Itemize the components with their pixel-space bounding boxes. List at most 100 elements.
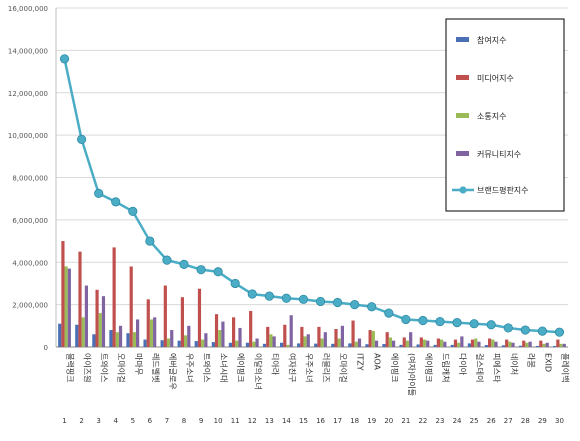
line-point [196,265,206,275]
bar [166,338,171,347]
x-tick-label: 오마이걸 [117,353,127,382]
line-point [247,289,257,299]
bar [98,313,102,347]
bar [528,341,532,347]
legend-label: 소통지수 [477,112,506,121]
bar [477,341,481,347]
bar [518,345,523,347]
bar [453,339,458,347]
line-point [77,134,87,144]
rank-label: 6 [148,417,153,425]
line-point [367,302,377,312]
bar [388,337,392,347]
rank-label: 20 [384,417,393,425]
line-point [128,206,138,216]
bar [331,343,335,347]
bar [132,332,136,347]
rank-label: 17 [333,417,342,425]
line-point [213,267,223,277]
line-point [469,319,479,329]
bar [385,332,389,347]
line-point [230,278,240,289]
bar [245,342,250,347]
bar [545,342,549,347]
bar [160,340,164,347]
rank-label: 11 [231,417,240,425]
bar [419,337,423,347]
bar [314,343,318,347]
rank-label: 29 [538,417,547,425]
bar [64,266,68,347]
bar [443,341,447,347]
line-point [401,314,411,325]
bar [440,339,444,347]
bar [58,323,62,347]
x-tick-label: 트와이스 [202,353,212,382]
bar [269,334,273,347]
legend-label: 미디어지수 [477,73,514,83]
bar [266,326,270,347]
bar [357,338,362,347]
bar [201,339,205,347]
x-tick-label: ITZY [356,353,365,371]
bar [115,332,119,347]
bar [450,344,454,347]
rank-label: 1 [62,417,66,425]
bar [238,327,242,347]
bar [562,343,566,347]
bar [283,324,287,347]
y-tick-label: 12,000,000 [8,90,48,98]
bar [146,299,150,347]
line-point [59,54,70,64]
bar [67,268,71,347]
line-point [332,297,343,308]
bar [272,336,276,347]
bar [75,324,79,347]
bar [553,345,557,347]
rank-label: 4 [113,417,118,425]
rank-label: 2 [79,417,83,425]
bar [153,317,157,347]
legend-label: 커뮤니티지수 [477,149,521,159]
rank-label: 7 [165,417,169,425]
y-tick-label: 10,000,000 [8,132,48,140]
bar [228,342,232,347]
bar [306,334,310,347]
line-point [520,325,530,335]
rank-label: 5 [131,417,135,425]
bar [371,331,375,347]
line-point [264,291,274,301]
rank-label: 21 [401,417,410,425]
bar [474,338,478,347]
bar [340,325,344,347]
legend-label: 브랜드평판지수 [477,185,529,195]
x-tick-label: 오마이걸 [339,353,349,382]
bar [194,341,198,347]
line-point [145,236,155,246]
rank-label: 28 [521,417,530,425]
bar [320,338,324,347]
bar [170,330,174,347]
legend-swatch [456,75,469,80]
bar [300,326,304,347]
bar [484,345,488,347]
rank-label: 10 [214,417,223,425]
line-point [554,327,565,337]
bar [470,339,475,347]
bar [255,338,259,347]
y-tick-label: 14,000,000 [8,47,48,55]
bar [129,266,133,347]
bar [559,343,563,347]
bar [405,340,410,347]
bar [204,333,208,347]
line-point [298,294,309,304]
rank-label: 25 [470,417,479,425]
y-tick-label: 0 [44,344,48,352]
bar [218,330,222,347]
bar [354,341,358,347]
rank-label: 26 [487,417,496,425]
y-tick-label: 16,000,000 [8,5,48,13]
rank-label: 19 [367,417,376,425]
